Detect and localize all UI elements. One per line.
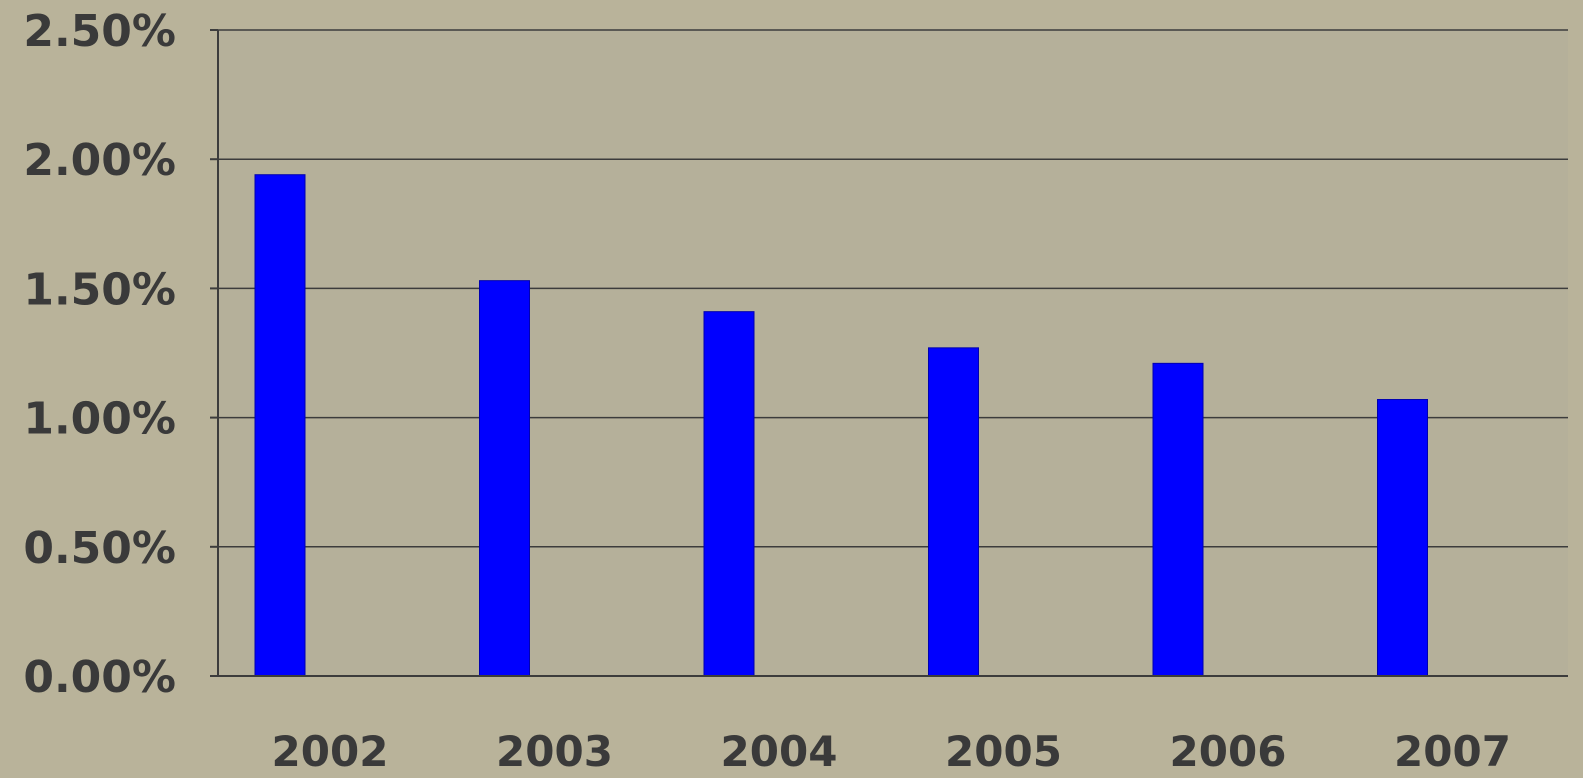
x-tick-label: 2006 xyxy=(1170,727,1287,776)
y-tick-label: 2.50% xyxy=(23,6,176,57)
y-tick-label: 1.00% xyxy=(23,394,176,445)
y-tick-label: 1.50% xyxy=(23,264,176,315)
bar-2005 xyxy=(928,347,979,677)
x-tick-label: 2004 xyxy=(721,727,838,776)
x-tick-label: 2005 xyxy=(945,727,1062,776)
bar-2007 xyxy=(1377,399,1428,677)
x-tick-label: 2007 xyxy=(1394,727,1511,776)
y-tick-label: 0.50% xyxy=(23,523,176,574)
x-tick-label: 2002 xyxy=(272,727,389,776)
x-tick-labels: 2002 2003 2004 2005 2006 2007 xyxy=(272,727,1511,776)
bar-2006 xyxy=(1152,362,1204,677)
y-tick-labels: 0.00% 0.50% 1.00% 1.50% 2.00% 2.50% xyxy=(23,6,176,703)
axes xyxy=(217,30,1568,677)
plot-area xyxy=(218,30,1568,676)
bar-2002 xyxy=(254,174,306,677)
y-tick-label: 2.00% xyxy=(23,135,176,186)
bar-2004 xyxy=(703,311,755,677)
bars xyxy=(254,174,1428,677)
bar-2003 xyxy=(479,280,530,677)
y-tick-label: 0.00% xyxy=(23,652,176,703)
x-tick-label: 2003 xyxy=(496,727,613,776)
gridlines xyxy=(210,29,1568,677)
